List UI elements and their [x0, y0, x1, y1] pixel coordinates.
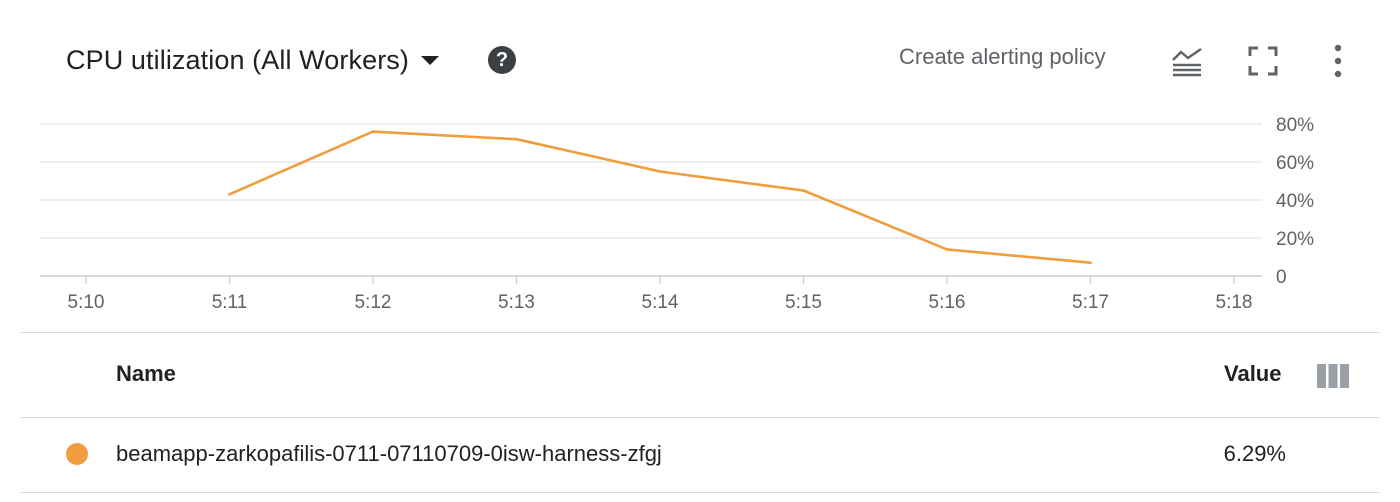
chart-title: CPU utilization (All Workers): [66, 44, 409, 75]
y-tick-label: 60%: [1276, 153, 1314, 174]
data-point: [515, 137, 518, 141]
x-tick-label: 5:16: [929, 292, 966, 313]
x-tick-label: 5:13: [498, 292, 535, 313]
y-tick-label: 20%: [1276, 229, 1314, 250]
data-point: [1089, 261, 1092, 265]
metric-selector-dropdown[interactable]: CPU utilization (All Workers): [66, 38, 439, 82]
x-tick-label: 5:15: [785, 292, 822, 313]
data-point: [228, 193, 231, 196]
x-tick-label: 5:14: [642, 292, 679, 313]
fullscreen-icon[interactable]: [1246, 44, 1280, 78]
view-columns-icon[interactable]: [1316, 363, 1350, 389]
more-vert-icon[interactable]: [1328, 42, 1348, 80]
legend-toggle-icon[interactable]: [1170, 44, 1204, 78]
table-header-row: Name Value: [20, 332, 1380, 418]
data-point: [802, 189, 805, 192]
series-line: [228, 130, 1092, 265]
series-value: 6.29%: [1223, 441, 1286, 466]
x-tick-label: 5:10: [68, 292, 105, 313]
series-color-dot: [66, 443, 88, 465]
x-tick-label: 5:12: [355, 292, 392, 313]
column-header-value[interactable]: Value: [1224, 361, 1282, 386]
create-alerting-policy-button[interactable]: Create alerting policy: [899, 44, 1106, 69]
y-tick-label: 80%: [1276, 115, 1314, 136]
caret-down-icon: [420, 55, 439, 65]
data-point: [945, 248, 949, 251]
table-row[interactable]: beamapp-zarkopafilis-0711-07110709-0isw-…: [20, 416, 1380, 493]
y-tick-label: 40%: [1276, 191, 1314, 212]
data-point: [371, 130, 375, 133]
column-header-name[interactable]: Name: [116, 361, 176, 386]
x-tick-label: 5:17: [1072, 292, 1109, 313]
y-tick-label: 0: [1276, 267, 1287, 288]
data-point: [658, 170, 662, 173]
x-tick-label: 5:11: [212, 292, 248, 313]
x-tick-label: 5:18: [1216, 292, 1253, 313]
series-name: beamapp-zarkopafilis-0711-07110709-0isw-…: [116, 441, 662, 466]
cpu-utilization-chart: 0 20% 40% 60% 80% 5:10 5:11 5:12 5:13 5:14 5:15 5:1…: [40, 115, 1314, 313]
help-icon[interactable]: ?: [488, 46, 516, 74]
chart-header: CPU utilization (All Workers) ? Create a…: [0, 0, 1400, 110]
